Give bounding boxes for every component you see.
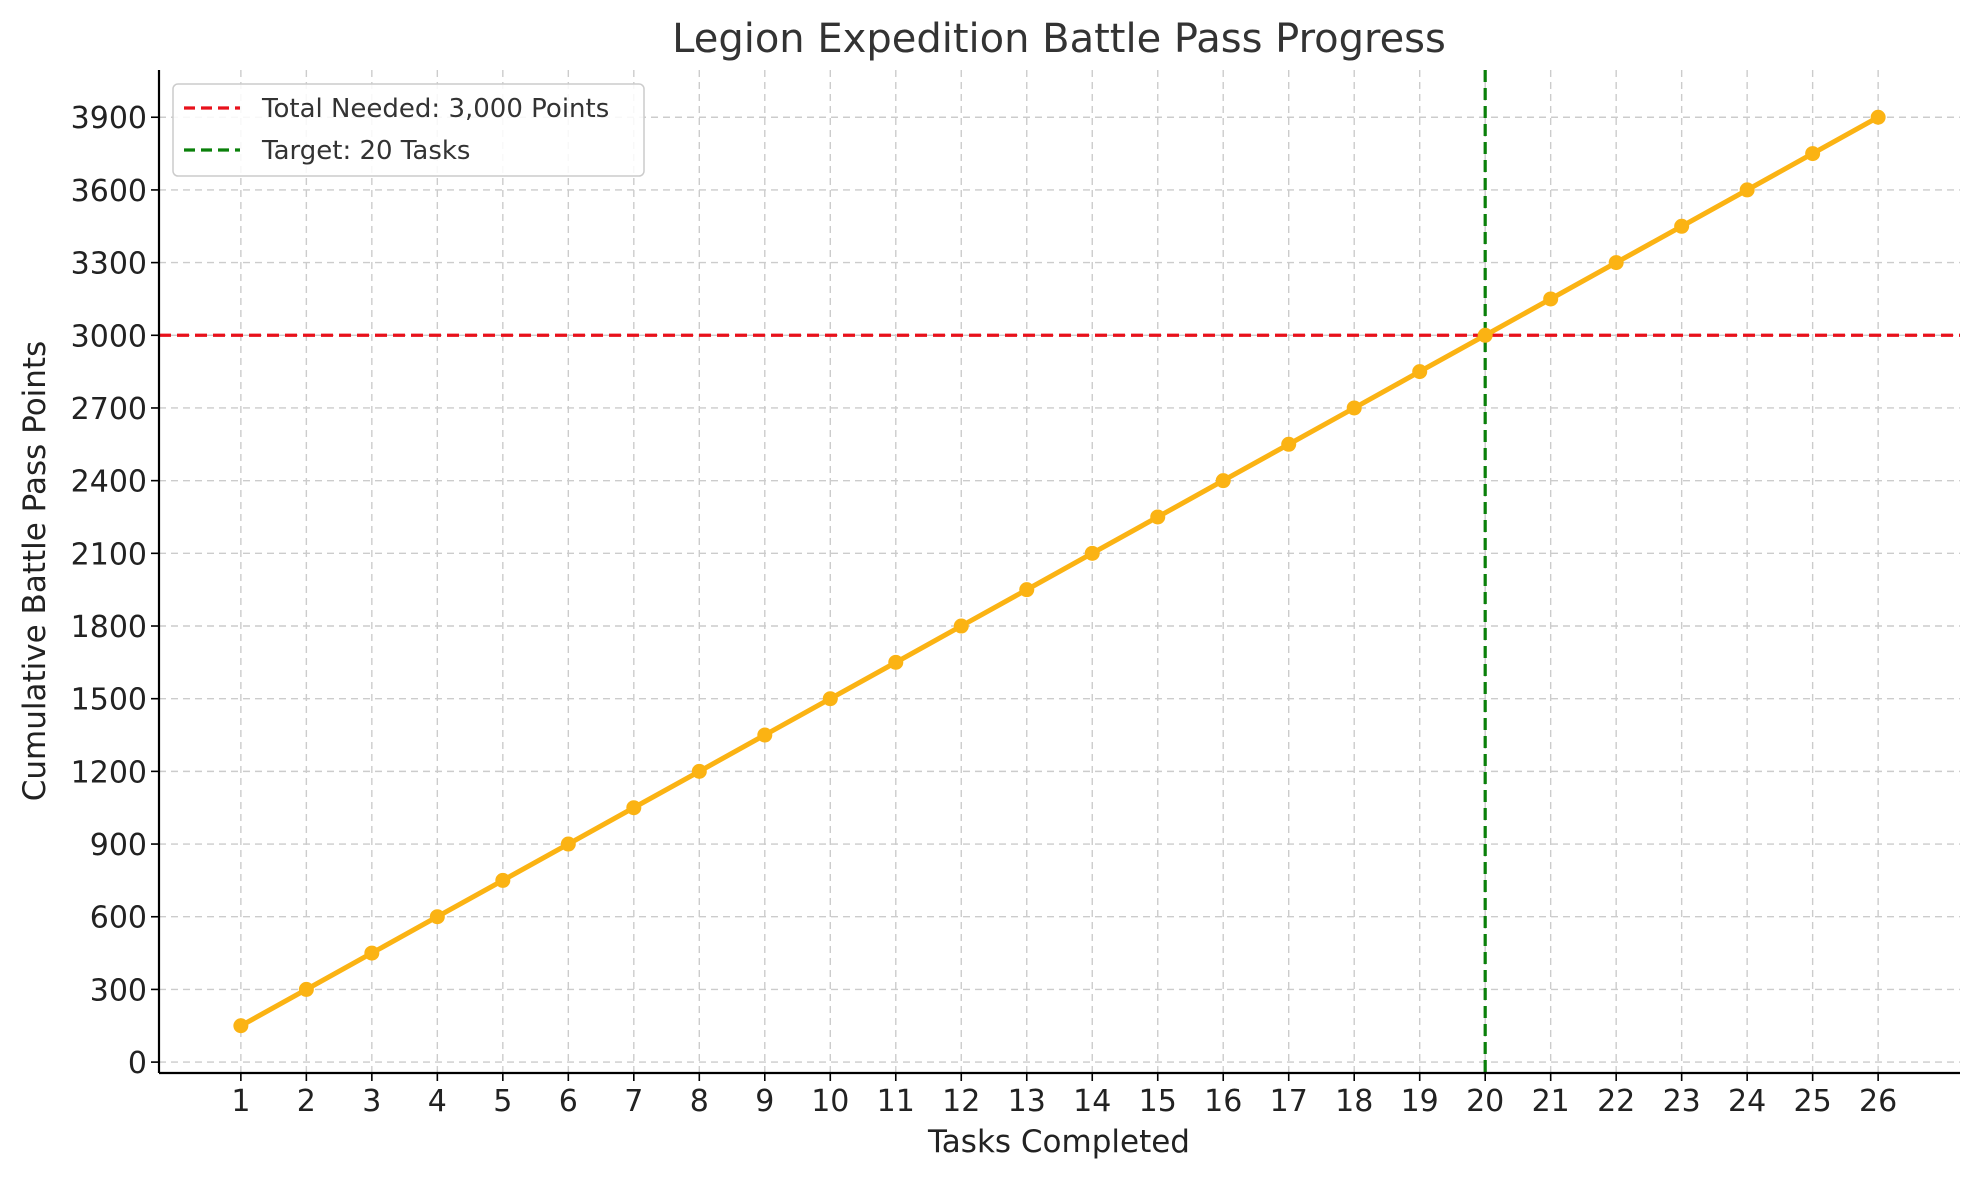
x-tick-label: 21 <box>1532 1084 1570 1119</box>
data-point <box>626 800 642 816</box>
x-tick-label: 12 <box>942 1084 980 1119</box>
y-tick-label: 2400 <box>71 465 147 500</box>
x-tick-label: 25 <box>1794 1084 1832 1119</box>
y-tick-label: 600 <box>90 901 147 936</box>
data-point <box>1084 545 1100 561</box>
x-tick-label: 15 <box>1139 1084 1177 1119</box>
y-tick-label: 1500 <box>71 683 147 718</box>
y-tick-label: 3000 <box>71 319 147 354</box>
x-tick-label: 2 <box>297 1084 316 1119</box>
data-point <box>953 618 969 634</box>
x-tick-label: 16 <box>1204 1084 1242 1119</box>
x-tick-label: 4 <box>428 1084 447 1119</box>
y-tick-label: 3300 <box>71 247 147 282</box>
data-point <box>1281 436 1297 452</box>
x-tick-label: 14 <box>1073 1084 1111 1119</box>
data-point <box>1739 182 1755 198</box>
x-ticks: 1 2 3 4 5 6 7 8 9 10 11 12 13 14 15 16 17 18 19 20 21 22 23 24 2… <box>231 1073 1897 1119</box>
x-tick-label: 5 <box>493 1084 512 1119</box>
x-tick-label: 13 <box>1008 1084 1046 1119</box>
data-point <box>1608 255 1624 271</box>
data-point <box>1346 400 1362 416</box>
y-tick-label: 3900 <box>71 101 147 136</box>
data-point <box>691 763 707 779</box>
y-tick-label: 0 <box>128 1046 147 1081</box>
x-tick-label: 23 <box>1663 1084 1701 1119</box>
y-ticks: 0 300 600 900 1200 1500 1800 2100 2400 2700 3000 33… <box>71 101 159 1081</box>
data-point <box>1412 364 1428 380</box>
x-tick-label: 9 <box>755 1084 774 1119</box>
y-tick-label: 1200 <box>71 755 147 790</box>
data-point <box>1477 327 1493 343</box>
y-tick-label: 1800 <box>71 610 147 645</box>
data-point <box>298 981 314 997</box>
y-axis-label: Cumulative Battle Pass Points <box>17 341 53 801</box>
chart-title: Legion Expedition Battle Pass Progress <box>672 16 1446 62</box>
x-tick-label: 19 <box>1401 1084 1439 1119</box>
y-tick-label: 2700 <box>71 392 147 427</box>
x-axis-label: Tasks Completed <box>927 1124 1190 1160</box>
legend: Total Needed: 3,000 Points Target: 20 Ta… <box>172 83 645 177</box>
data-point <box>1870 109 1886 125</box>
y-tick-label: 3600 <box>71 174 147 209</box>
data-point <box>1150 509 1166 525</box>
x-tick-label: 17 <box>1270 1084 1308 1119</box>
data-point <box>888 654 904 670</box>
data-point <box>364 945 380 961</box>
y-tick-label: 2100 <box>71 537 147 572</box>
data-point <box>1019 582 1035 598</box>
legend-label-target: Target: 20 Tasks <box>261 136 470 166</box>
legend-label-total-needed: Total Needed: 3,000 Points <box>261 94 609 124</box>
data-point <box>757 727 773 743</box>
legend-box <box>172 83 645 177</box>
y-tick-label: 900 <box>90 828 147 863</box>
data-point <box>560 836 576 852</box>
x-tick-label: 8 <box>690 1084 709 1119</box>
series-line <box>238 114 1881 1029</box>
reference-lines <box>159 70 1960 1073</box>
data-point <box>1674 218 1690 234</box>
x-tick-label: 24 <box>1728 1084 1766 1119</box>
x-tick-label: 22 <box>1597 1084 1635 1119</box>
x-tick-label: 11 <box>877 1084 915 1119</box>
data-point <box>495 872 511 888</box>
data-point <box>429 909 445 925</box>
x-tick-label: 7 <box>624 1084 643 1119</box>
x-tick-label: 18 <box>1335 1084 1373 1119</box>
data-point <box>233 1018 249 1034</box>
data-point <box>822 691 838 707</box>
axes <box>157 70 1960 1075</box>
x-tick-label: 3 <box>362 1084 381 1119</box>
data-points <box>233 109 1886 1034</box>
x-tick-label: 1 <box>231 1084 250 1119</box>
y-tick-label: 300 <box>90 973 147 1008</box>
x-tick-label: 26 <box>1859 1084 1897 1119</box>
data-point <box>1543 291 1559 307</box>
x-tick-label: 20 <box>1466 1084 1504 1119</box>
x-tick-label: 6 <box>559 1084 578 1119</box>
data-point <box>1805 146 1821 162</box>
x-tick-label: 10 <box>811 1084 849 1119</box>
data-point <box>1215 473 1231 489</box>
